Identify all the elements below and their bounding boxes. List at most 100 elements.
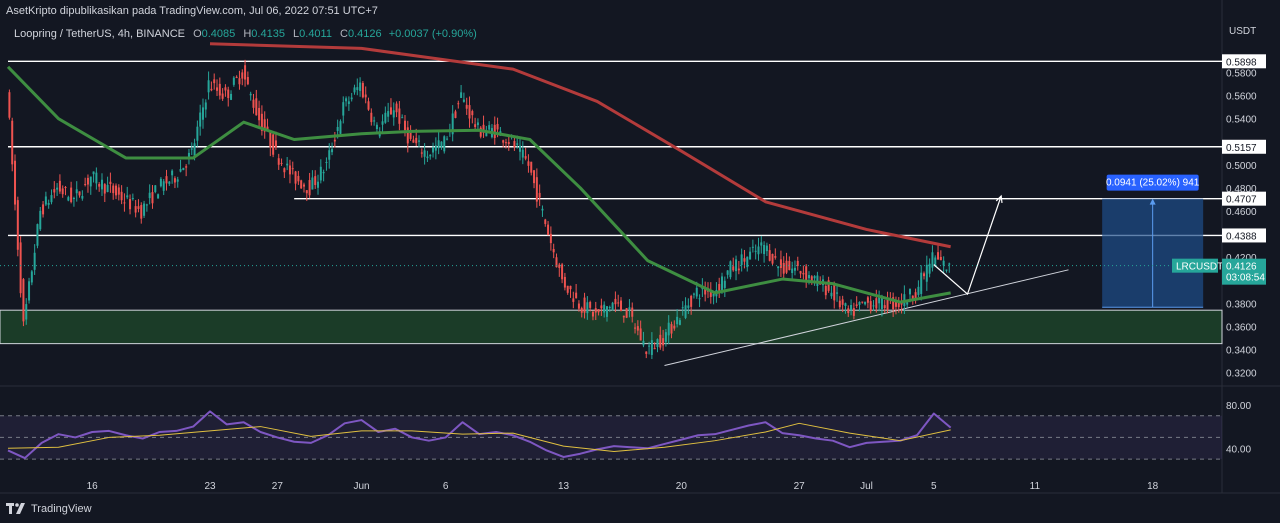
candle-body (746, 256, 749, 268)
candle-body (56, 187, 59, 190)
candle-body (98, 184, 101, 187)
candle-body (42, 204, 45, 215)
candle-body (171, 170, 174, 176)
candle-body (793, 267, 796, 271)
candle-body (25, 304, 28, 320)
candle-body (187, 152, 190, 157)
candle-body (100, 179, 103, 190)
candle-body (28, 281, 31, 301)
candle-body (886, 299, 889, 310)
candle-body (319, 166, 322, 181)
tradingview-logo-icon (6, 503, 25, 514)
candle-body (558, 264, 561, 268)
price-tick-label: 0.4800 (1226, 184, 1257, 195)
candle-body (830, 292, 833, 297)
candle-body (291, 168, 294, 170)
candle-body (695, 287, 698, 297)
ascending-trendline[interactable] (664, 269, 1069, 367)
candle-body (263, 119, 266, 132)
symbol-badge[interactable] (1172, 258, 1218, 273)
candle-body (154, 185, 157, 193)
time-tick-label: 6 (443, 481, 449, 492)
candle-body (437, 140, 440, 149)
time-tick-label: 18 (1147, 481, 1159, 492)
candle-body (914, 292, 917, 300)
last-price-box[interactable] (1222, 258, 1266, 285)
high-value: 0.4135 (251, 28, 285, 40)
candle-body (331, 149, 334, 153)
candle-body (131, 198, 134, 200)
candle-body (656, 339, 659, 348)
candle-body (872, 305, 875, 307)
candle-body (737, 268, 740, 271)
candle-body (591, 311, 594, 317)
candle-body (664, 332, 667, 342)
candle-body (524, 156, 527, 159)
candle-body (942, 260, 945, 266)
candle-body (861, 301, 864, 303)
symbol-name[interactable]: Loopring / TetherUS, 4h, BINANCE (14, 28, 185, 40)
symbol-badge-text: LRCUSDT (1176, 262, 1223, 273)
candle-body (193, 143, 196, 156)
candle-body (196, 126, 199, 141)
candle-body (838, 300, 841, 308)
candle-body (535, 177, 538, 202)
tradingview-brand[interactable]: TradingView (6, 503, 92, 515)
candle-body (852, 308, 855, 316)
candle-body (614, 298, 617, 305)
candle-body (925, 264, 928, 282)
candle-body (61, 188, 64, 195)
candle-body (754, 250, 757, 252)
close-value: 0.4126 (347, 28, 382, 40)
candle-body (749, 251, 752, 260)
candle-body (176, 179, 179, 182)
candle-body (934, 257, 937, 265)
candle-body (911, 295, 914, 301)
candle-body (387, 111, 390, 117)
candle-body (381, 121, 384, 125)
candle-body (788, 260, 791, 271)
candle-body (740, 254, 743, 265)
candle-body (572, 298, 575, 302)
price-tick-label: 0.3600 (1226, 322, 1257, 333)
candle-body (389, 107, 392, 115)
candle-body (906, 302, 909, 305)
candle-body (297, 175, 300, 182)
candle-body (185, 166, 188, 168)
candle-body (64, 187, 67, 189)
candle-body (165, 176, 168, 184)
candle-body (628, 307, 631, 310)
publisher-line: AsetKripto dipublikasikan pada TradingVi… (6, 5, 378, 17)
candle-body (692, 293, 695, 295)
price-axis-unit: USDT (1229, 26, 1256, 37)
candle-body (504, 142, 507, 144)
candle-body (547, 224, 550, 236)
candle-body (238, 78, 241, 85)
candle-body (30, 271, 33, 283)
candle-body (375, 124, 378, 130)
candle-body (412, 139, 415, 143)
candle-body (833, 283, 836, 301)
support-zone[interactable] (0, 309, 1223, 345)
candle-body (897, 303, 900, 307)
candle-body (269, 132, 272, 148)
time-tick-label: 5 (931, 481, 937, 492)
candle-body (151, 192, 154, 204)
candle-body (199, 112, 202, 127)
symbol-legend[interactable]: Loopring / TetherUS, 4h, BINANCE O0.4085… (14, 28, 477, 40)
time-tick-label: 20 (676, 481, 688, 492)
candle-body (698, 298, 701, 300)
open-value: 0.4085 (201, 28, 236, 40)
candle-body (72, 197, 75, 199)
candle-body (538, 192, 541, 198)
candle-body (70, 187, 73, 203)
candle-body (109, 181, 112, 185)
candle-body (145, 204, 148, 206)
time-tick-label: 11 (1030, 481, 1041, 492)
candle-body (123, 202, 126, 204)
candle-body (920, 272, 923, 294)
candle-body (356, 87, 359, 90)
candle-body (235, 76, 238, 78)
candle-body (586, 302, 589, 314)
